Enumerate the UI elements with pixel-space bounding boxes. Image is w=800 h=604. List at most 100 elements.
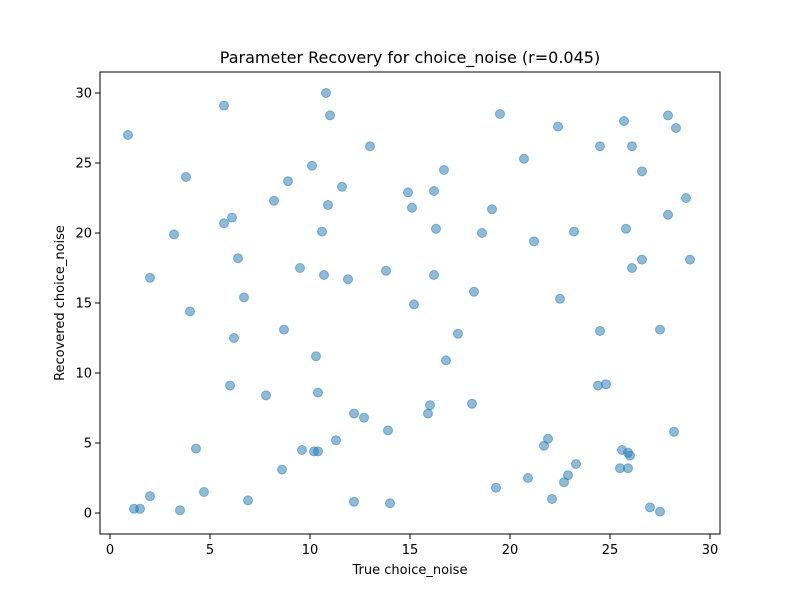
scatter-point [681, 193, 691, 203]
scatter-point [225, 380, 235, 391]
scatter-point [185, 306, 195, 317]
scatter-point [593, 380, 603, 391]
scatter-point [277, 464, 287, 475]
scatter-point [319, 270, 329, 280]
scatter-point [671, 123, 681, 133]
scatter-point [219, 218, 229, 229]
scatter-point [261, 390, 271, 401]
scatter-point [563, 470, 573, 481]
scatter-point [601, 379, 611, 390]
y-axis-ticks: 0 5 10 15 20 25 30 [75, 87, 100, 522]
scatter-point [595, 141, 605, 152]
scatter-point [685, 254, 695, 265]
scatter-point [429, 186, 439, 196]
x-tick-label: 5 [206, 543, 214, 558]
scatter-point [337, 181, 347, 192]
scatter-point [365, 141, 375, 152]
scatter-point [283, 176, 293, 187]
scatter-point [423, 408, 433, 419]
scatter-point [145, 491, 155, 502]
data-points [123, 88, 695, 517]
scatter-point [625, 450, 635, 461]
scatter-point [409, 299, 419, 310]
scatter-point [523, 473, 533, 483]
scatter-point [349, 408, 359, 419]
scatter-point [571, 459, 581, 469]
scatter-point [467, 398, 477, 409]
scatter-point [307, 160, 317, 171]
y-tick-label: 30 [75, 87, 92, 102]
scatter-point [349, 496, 359, 507]
y-tick-label: 25 [75, 157, 92, 172]
scatter-point [429, 270, 439, 280]
x-tick-label: 10 [302, 543, 319, 558]
scatter-point [553, 121, 563, 132]
y-tick-label: 15 [75, 297, 92, 312]
scatter-point [477, 228, 487, 238]
scatter-point [663, 209, 673, 220]
x-axis-title: True choice_noise [352, 563, 468, 578]
scatter-point [269, 195, 279, 206]
scatter-point [297, 445, 307, 455]
scatter-point [441, 355, 451, 366]
scatter-point [383, 425, 393, 436]
scatter-point [243, 495, 253, 506]
scatter-point [627, 141, 637, 152]
scatter-point [623, 463, 633, 474]
scatter-point [311, 351, 321, 362]
scatter-point [425, 400, 435, 411]
scatter-point [219, 100, 229, 111]
scatter-point [403, 187, 413, 198]
scatter-point [331, 435, 341, 446]
scatter-point [323, 200, 333, 210]
x-tick-label: 15 [402, 543, 419, 558]
scatter-point [637, 166, 647, 177]
y-tick-label: 10 [75, 367, 92, 382]
scatter-point [145, 272, 155, 283]
scatter-point [123, 130, 133, 140]
x-tick-label: 30 [702, 543, 719, 558]
x-tick-label: 20 [502, 543, 519, 558]
scatter-point [321, 88, 331, 98]
x-axis-ticks: 0 5 10 15 20 25 30 [106, 534, 718, 558]
scatter-point [279, 324, 289, 335]
scatter-point [317, 226, 327, 237]
scatter-point [595, 326, 605, 336]
scatter-point [619, 116, 629, 126]
scatter-point [359, 412, 369, 423]
scatter-point [495, 109, 505, 119]
scatter-point [233, 253, 243, 264]
x-tick-label: 25 [602, 543, 619, 558]
scatter-point [295, 263, 305, 273]
y-tick-label: 0 [84, 507, 92, 522]
scatter-point [169, 229, 179, 240]
scatter-point [407, 202, 417, 213]
scatter-point [543, 433, 553, 444]
scatter-point [519, 153, 529, 164]
scatter-point [487, 204, 497, 215]
y-axis-title: Recovered choice_noise [53, 225, 68, 381]
scatter-point [313, 446, 323, 457]
scatter-point [325, 110, 335, 121]
scatter-point [491, 482, 501, 493]
scatter-point [385, 498, 395, 509]
scatter-point [381, 265, 391, 276]
scatter-point [469, 286, 479, 297]
scatter-point [181, 172, 191, 182]
scatter-point [655, 324, 665, 335]
scatter-point [135, 503, 145, 514]
scatter-point [627, 263, 637, 273]
scatter-point [655, 506, 665, 517]
scatter-point [663, 110, 673, 121]
scatter-point [431, 223, 441, 234]
scatter-point [313, 387, 323, 398]
scatter-point [529, 236, 539, 247]
scatter-point [669, 426, 679, 437]
scatter-point [547, 494, 557, 504]
scatter-point [239, 292, 249, 303]
scatter-point [555, 293, 565, 304]
chart-title: Parameter Recovery for choice_noise (r=0… [220, 48, 600, 68]
